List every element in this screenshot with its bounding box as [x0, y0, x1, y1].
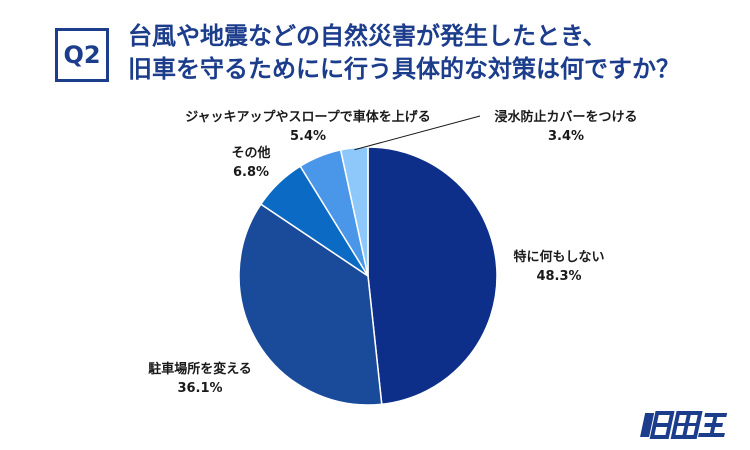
pie-slice-1 — [238, 203, 383, 406]
slice-label-value: 6.8% — [232, 165, 270, 180]
slice-label-1: 駐車場所を変える 36.1% — [120, 360, 280, 398]
question-title: 台風や地震などの自然災害が発生したとき、 旧車を守るためにに行う具体的な対策は何… — [128, 20, 728, 86]
brand-logo-mark — [640, 411, 728, 439]
question-number: Q2 — [63, 41, 101, 69]
pie-slice-0 — [367, 146, 498, 406]
slice-label-3: ジャッキアップやスロープで車体を上げる 5.4% — [158, 108, 458, 146]
slice-label-value: 5.4% — [289, 129, 327, 144]
brand-logo — [632, 409, 732, 441]
pie-slice-4 — [339, 146, 369, 277]
slice-label-value: 36.1% — [177, 381, 223, 396]
slice-label-name: その他 — [231, 146, 271, 161]
slice-label-2: その他 6.8% — [218, 144, 284, 182]
slice-label-value: 48.3% — [536, 269, 582, 284]
question-badge: Q2 — [55, 28, 109, 82]
slice-label-0: 特に何もしない 48.3% — [500, 248, 618, 286]
slice-label-name: 駐車場所を変える — [148, 362, 252, 377]
slice-label-name: ジャッキアップやスロープで車体を上げる — [185, 110, 431, 125]
slice-label-name: 浸水防止カバーをつける — [494, 110, 638, 125]
slice-label-name: 特に何もしない — [513, 250, 605, 265]
title-line-2: 旧車を守るためにに行う具体的な対策は何ですか？ — [128, 55, 680, 83]
title-line-1: 台風や地震などの自然災害が発生したとき、 — [128, 22, 607, 50]
slice-label-value: 3.4% — [547, 129, 585, 144]
leader-line — [354, 115, 481, 151]
slice-label-4: 浸水防止カバーをつける 3.4% — [478, 108, 654, 146]
